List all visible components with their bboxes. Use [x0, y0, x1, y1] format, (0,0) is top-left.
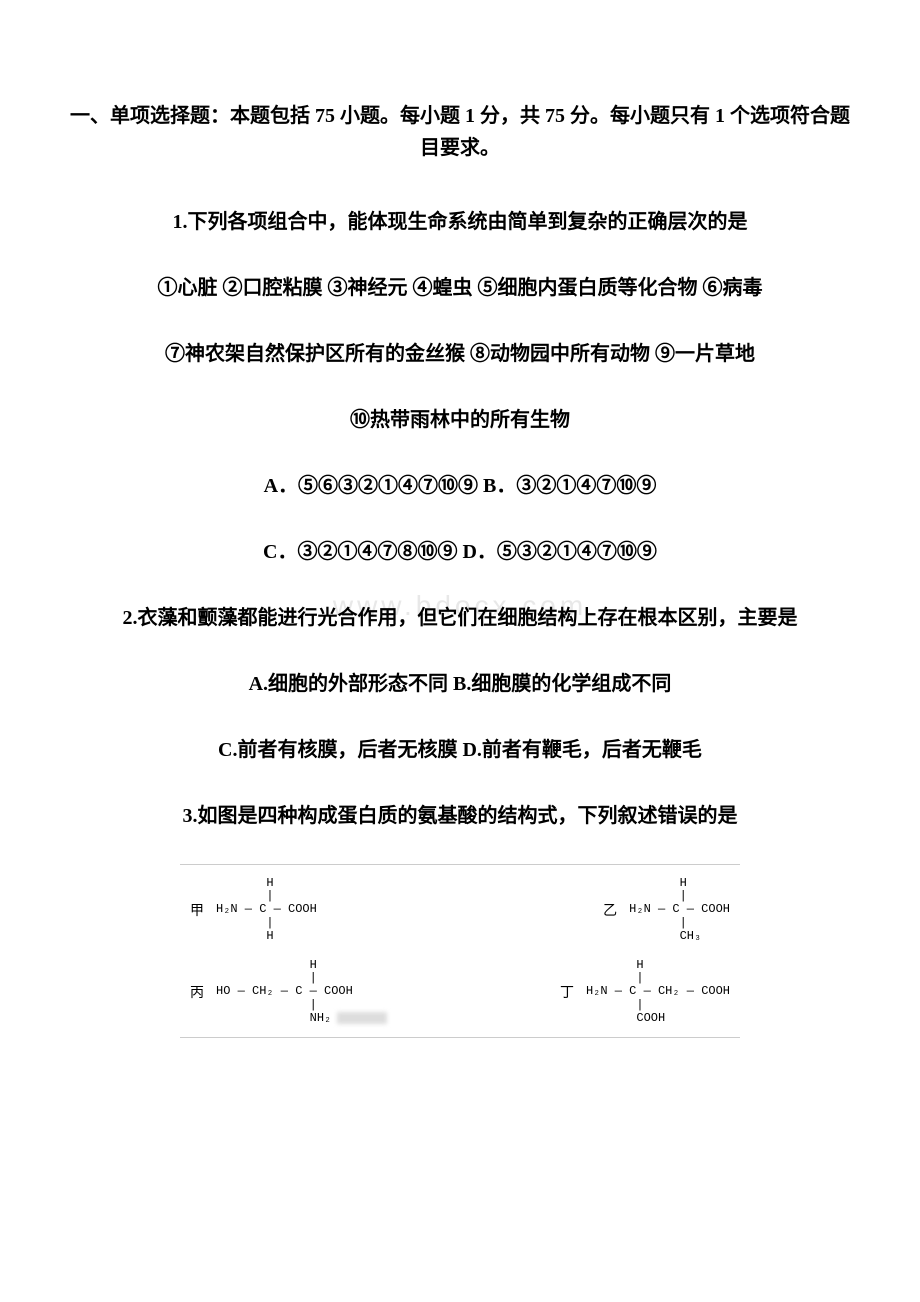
chem-item-yi: 乙 H | H₂N — C — COOH | CH₃: [603, 877, 730, 943]
chem-row-1: 甲 H | H₂N — C — COOH | H 乙 H | H₂N — C —…: [190, 877, 730, 943]
chem-label-jia: 甲: [190, 900, 204, 920]
chem-formula-bing: H | HO — CH₂ — C — COOH | NH₂: [216, 959, 387, 1025]
chem-item-bing: 丙 H | HO — CH₂ — C — COOH | NH₂: [190, 959, 387, 1025]
q1-stem: 1.下列各项组合中，能体现生命系统由简单到复杂的正确层次的是: [70, 204, 850, 240]
blur-redaction: [337, 1012, 387, 1024]
chem-item-ding: 丁 H | H₂N — C — CH₂ — COOH | COOH: [560, 959, 730, 1025]
q2-options-line2: C.前者有核膜，后者无核膜 D.前者有鞭毛，后者无鞭毛: [70, 732, 850, 768]
chem-row-2: 丙 H | HO — CH₂ — C — COOH | NH₂ 丁 H | H₂…: [190, 959, 730, 1025]
q1-options-line2: C．③②①④⑦⑧⑩⑨ D．⑤③②①④⑦⑩⑨: [70, 534, 850, 570]
q2-options-line1: A.细胞的外部形态不同 B.细胞膜的化学组成不同: [70, 666, 850, 702]
chem-formula-jia: H | H₂N — C — COOH | H: [216, 877, 317, 943]
chem-formula-ding: H | H₂N — C — CH₂ — COOH | COOH: [586, 959, 730, 1025]
chem-formula-yi: H | H₂N — C — COOH | CH₃: [629, 877, 730, 943]
q3-stem: 3.如图是四种构成蛋白质的氨基酸的结构式，下列叙述错误的是: [70, 798, 850, 834]
chem-label-bing: 丙: [190, 982, 204, 1002]
chem-label-yi: 乙: [603, 900, 617, 920]
document-content: 一、单项选择题：本题包括 75 小题。每小题 1 分，共 75 分。每小题只有 …: [70, 100, 850, 1038]
chem-item-jia: 甲 H | H₂N — C — COOH | H: [190, 877, 317, 943]
q1-items-line3: ⑩热带雨林中的所有生物: [70, 402, 850, 438]
chemistry-diagram: 甲 H | H₂N — C — COOH | H 乙 H | H₂N — C —…: [180, 864, 740, 1038]
q1-items-line1: ①心脏 ②口腔粘膜 ③神经元 ④蝗虫 ⑤细胞内蛋白质等化合物 ⑥病毒: [70, 270, 850, 306]
q1-items-line2: ⑦神农架自然保护区所有的金丝猴 ⑧动物园中所有动物 ⑨一片草地: [70, 336, 850, 372]
q1-options-line1: A．⑤⑥③②①④⑦⑩⑨ B．③②①④⑦⑩⑨: [70, 468, 850, 504]
section-heading: 一、单项选择题：本题包括 75 小题。每小题 1 分，共 75 分。每小题只有 …: [70, 100, 850, 164]
chem-label-ding: 丁: [560, 982, 574, 1002]
q2-stem: 2.衣藻和颤藻都能进行光合作用，但它们在细胞结构上存在根本区别，主要是: [70, 600, 850, 636]
